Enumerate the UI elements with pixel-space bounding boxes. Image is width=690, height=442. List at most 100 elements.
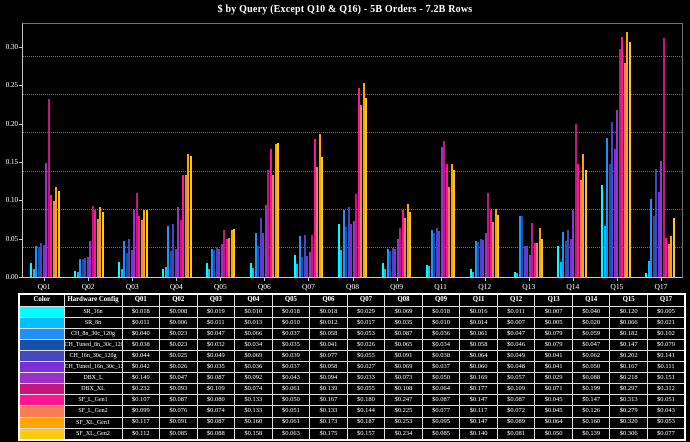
bar-ch_16n_30c_120g-q11 [435,227,438,277]
bar-sf_l_gen1-q08 [357,87,360,277]
table-value-cell: $0.047 [571,338,611,352]
table-value-cell: $0.297 [609,383,648,396]
table-value-cell: $0.085 [421,427,461,441]
table-header-cell: Q05 [271,293,311,307]
table-value-cell: $0.120 [609,305,648,318]
bar-sf_l_gen1-q02 [94,210,97,277]
bar-dbx_xl-q03 [135,193,138,277]
bar-ch_tuned_16n_30c_120g-q07 [306,256,309,277]
table-value-cell: $0.026 [159,361,198,374]
table-row-ch_16n_30c_120g: CH_16n_30c_120g $0.044 $0.025 $0.049 $0.069 $… [18,350,686,363]
table-value-cell: $0.147 [459,394,498,407]
bar-sf_xl_gen1-q09 [406,204,409,277]
bar-group-q11 [418,24,462,277]
table-value-cell: $0.169 [459,372,498,385]
table-header-cell: Q15 [609,293,648,307]
table-value-cell: $0.140 [459,427,498,441]
table-value-cell: $0.053 [646,416,686,429]
bar-dbx_xl-q02 [91,205,94,277]
table-value-cell: $0.160 [234,416,273,429]
hardware-config-name: SR_16n [63,305,123,318]
gridline [23,208,682,210]
bar-sf_l_gen2-q02 [96,218,99,277]
bar-sf_l_gen2-q15 [623,63,626,277]
table-value-cell: $0.050 [571,361,611,374]
bar-sr_16n-q08 [337,224,340,277]
bar-sf_l_gen1-q05 [225,238,228,277]
hardware-config-name: CH_8n_30c_120g [63,327,123,340]
table-value-cell: $0.069 [384,361,423,374]
x-tick-label-q17: Q17 [654,282,668,291]
table-value-cell: $0.005 [646,305,686,318]
bar-group-q06 [243,24,287,277]
bar-ch_8n_30c_120g-q11 [430,230,433,277]
hardware-config-name: SF_L_Gen2 [63,405,123,418]
bar-sf_l_gen2-q01 [52,201,55,277]
bar-ch_tuned_16n_30c_120g-q15 [613,149,616,277]
bar-sf_xl_gen2-q02 [101,211,104,277]
bar-ch_tuned_16n_30c_120g-q14 [569,238,572,277]
gridline [23,132,682,134]
table-value-cell: $0.147 [609,338,648,352]
table-value-cell: $0.035 [196,361,236,374]
table-value-cell: $0.018 [121,305,161,318]
gridline [23,93,682,95]
bar-dbx_l-q02 [89,241,92,277]
bar-ch_8n_30c_120g-q08 [342,210,345,277]
table-row-dbx_xl: DBX_XL $0.232 $0.093 $0.109 $0.074 $0.061 $0.1… [18,383,686,396]
table-value-cell: $0.049 [496,350,536,363]
table-header-cell: Color [18,293,65,307]
bar-ch_8n_30c_120g-q17 [650,198,653,277]
table-header-cell: Q13 [534,293,573,307]
bar-sr_8n-q08 [340,250,343,277]
bar-ch_16n_30c_120g-q14 [567,229,570,277]
x-tick-label-q14: Q14 [566,282,580,291]
table-value-cell: $0.093 [159,383,198,396]
bar-dbx_l-q17 [660,161,663,277]
bar-dbx_l-q11 [440,147,443,277]
table-value-cell: $0.043 [271,372,311,385]
bar-sf_xl_gen1-q05 [230,230,233,277]
bar-sf_xl_gen2-q05 [233,228,236,277]
table-value-cell: $0.087 [196,372,236,385]
table-value-cell: $0.040 [571,305,611,318]
bar-sf_l_gen1-q11 [445,164,448,277]
table-value-cell: $0.177 [459,383,498,396]
table-value-cell: $0.087 [384,327,423,340]
y-tick-label: 0.10 [5,196,18,205]
bar-ch_tuned_16n_30c_120g-q05 [218,248,221,277]
table-value-cell: $0.007 [496,316,536,329]
table-value-cell: $0.035 [271,338,311,352]
bar-sr_8n-q02 [76,272,79,277]
bar-dbx_xl-q12 [487,193,490,277]
table-value-cell: $0.117 [459,405,498,418]
table-value-cell: $0.043 [646,405,686,418]
table-value-cell: $0.006 [159,316,198,329]
bar-sr_16n-q02 [74,270,77,277]
table-value-cell: $0.014 [459,316,498,329]
bar-sr_16n-q12 [469,268,472,277]
table-value-cell: $0.058 [459,338,498,352]
x-tick-mark [220,278,222,281]
y-tick-mark [19,85,22,87]
table-value-cell: $0.066 [609,316,648,329]
table-value-cell: $0.005 [534,316,573,329]
bar-ch_tuned_8n_30c_120g-q17 [652,216,655,277]
bar-sf_xl_gen1-q03 [143,210,146,277]
table-value-cell: $0.047 [159,372,198,385]
hardware-config-name: CH_16n_30c_120g [63,350,123,363]
color-swatch [18,361,65,374]
table-value-cell: $0.187 [346,416,386,429]
table-value-cell: $0.111 [646,361,686,374]
table-value-cell: $0.037 [271,361,311,374]
bar-sf_l_gen1-q13 [533,242,536,277]
bar-sr_16n-q17 [645,273,648,277]
table-value-cell: $0.088 [571,372,611,385]
table-value-cell: $0.013 [234,316,273,329]
bar-ch_tuned_8n_30c_120g-q07 [301,257,304,277]
table-value-cell: $0.041 [534,361,573,374]
bar-sf_xl_gen1-q04 [187,154,190,277]
x-tick-mark [264,278,266,281]
bar-sr_8n-q12 [472,271,475,277]
table-value-cell: $0.051 [646,394,686,407]
